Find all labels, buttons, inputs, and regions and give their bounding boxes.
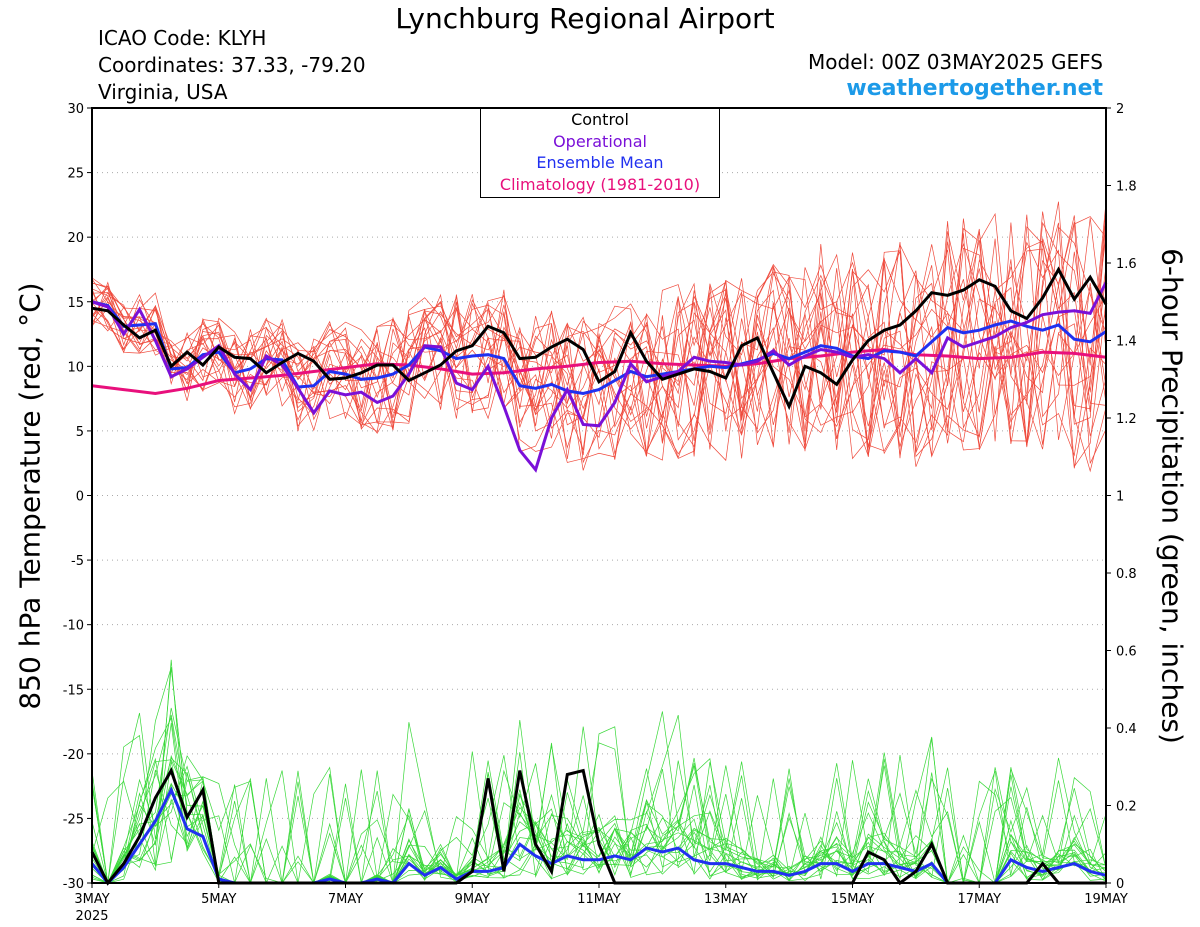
icao-code: ICAO Code: KLYH	[98, 26, 267, 50]
temp-member-line	[91, 257, 1107, 459]
y-tick-label: -5	[71, 554, 84, 569]
y-tick-label: -15	[63, 683, 84, 698]
axis-ticks: 302520151050-5-10-15-20-25-3021.81.61.41…	[63, 102, 1137, 924]
precip-member-line	[91, 667, 1107, 884]
grid-lines	[92, 172, 1106, 819]
x-tick-label: 7MAY	[328, 892, 363, 907]
legend-climatology: Climatology (1981-2010)	[499, 174, 701, 194]
x-tick-label: 3MAY	[74, 892, 109, 907]
temp-member-line	[91, 216, 1107, 452]
legend-mean: Ensemble Mean	[536, 153, 664, 172]
y-tick-label: 20	[67, 231, 84, 246]
y-tick-label: 30	[67, 102, 84, 117]
x-tick-label: 13MAY	[704, 892, 748, 907]
y2-tick-label: 0	[1116, 877, 1124, 892]
x-tick-label: 15MAY	[831, 892, 875, 907]
y2-tick-label: 0.8	[1116, 567, 1137, 582]
location: Virginia, USA	[98, 80, 228, 104]
y-tick-label: -20	[63, 748, 84, 763]
x-tick-label: 19MAY	[1084, 892, 1128, 907]
y2-tick-label: 1.8	[1116, 180, 1137, 195]
y2-tick-label: 2	[1116, 102, 1124, 117]
y-tick-label: -10	[63, 619, 84, 634]
precip-member-line	[91, 707, 1107, 884]
temp-member-line	[91, 221, 1107, 464]
plot-area	[92, 108, 1106, 883]
y-tick-label: 0	[76, 490, 84, 505]
y2-tick-label: 1	[1116, 490, 1124, 505]
x-tick-label: 11MAY	[577, 892, 621, 907]
y2-tick-label: 1.6	[1116, 257, 1137, 272]
y2-tick-label: 1.2	[1116, 412, 1137, 427]
temp-member-line	[91, 215, 1107, 457]
temp-control-line	[91, 266, 1108, 411]
x-tick-label: 5MAY	[201, 892, 236, 907]
legend-control: Control	[571, 110, 629, 129]
y2-tick-label: 1.4	[1116, 335, 1137, 350]
y-tick-label: 5	[76, 425, 84, 440]
y2-tick-label: 0.2	[1116, 800, 1137, 815]
y-tick-label: 10	[67, 360, 84, 375]
y-tick-label: -30	[63, 877, 84, 892]
x-tick-label: 17MAY	[957, 892, 1001, 907]
temp-mean-line	[91, 300, 1107, 396]
y-tick-label: 25	[67, 167, 84, 182]
model-run: Model: 00Z 03MAY2025 GEFS	[808, 50, 1103, 74]
temp-member-line	[91, 212, 1107, 460]
y-tick-label: 15	[67, 296, 84, 311]
climatology-line	[91, 347, 1107, 396]
legend-operational: Operational	[553, 131, 647, 151]
temp-member-line	[91, 243, 1107, 457]
y2-tick-label: 0.6	[1116, 645, 1137, 660]
y-tick-label: -25	[63, 812, 84, 827]
coordinates: Coordinates: 37.33, -79.20	[98, 53, 366, 77]
x-tick-label: 9MAY	[455, 892, 490, 907]
chart-title: Lynchburg Regional Airport	[395, 2, 775, 35]
temp-member-line	[91, 212, 1107, 456]
x-year-label: 2025	[75, 909, 108, 924]
site-link[interactable]: weathertogether.net	[846, 76, 1103, 101]
legend: Control Operational Ensemble Mean Climat…	[480, 108, 720, 198]
y2-tick-label: 0.4	[1116, 722, 1137, 737]
